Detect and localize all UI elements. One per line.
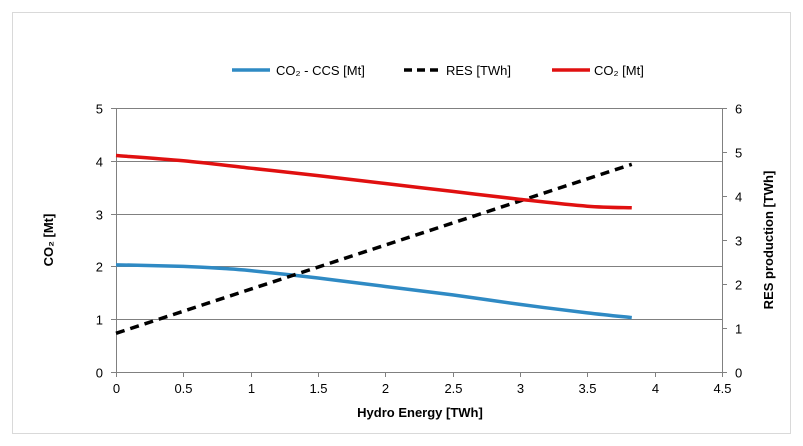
axes	[111, 108, 727, 377]
x-tick-label: 3.5	[578, 381, 596, 396]
x-tick-label: 4.5	[713, 381, 731, 396]
x-tick-label: 1	[248, 381, 255, 396]
y-right-tick-label: 1	[735, 322, 742, 337]
y-axis-left-title: CO₂ [Mt]	[41, 214, 56, 267]
y-left-tick-label: 1	[96, 313, 103, 328]
x-axis-title: Hydro Energy [TWh]	[357, 405, 483, 420]
series-lines	[115, 153, 633, 335]
y-left-tick-label: 4	[96, 155, 103, 170]
y-right-tick-label: 3	[735, 234, 742, 249]
x-tick-label: 2.5	[444, 381, 462, 396]
y-left-tick-label: 0	[96, 366, 103, 381]
legend-label: CO₂ - CCS [Mt]	[276, 63, 365, 78]
y-right-tick-label: 4	[735, 190, 742, 205]
x-tick-label: 0	[113, 381, 120, 396]
x-tick-label: 0.5	[174, 381, 192, 396]
legend: CO₂ - CCS [Mt] RES [TWh] CO₂ [Mt]	[232, 63, 644, 78]
chart-frame	[12, 12, 791, 434]
y-right-tick-label: 2	[735, 278, 742, 293]
x-tick-label: 4	[652, 381, 659, 396]
legend-label: RES [TWh]	[446, 63, 511, 78]
y-left-tick-label: 2	[96, 260, 103, 275]
x-tick-label: 3	[517, 381, 524, 396]
y-right-tick-label: 0	[735, 366, 742, 381]
y-right-tick-label: 5	[735, 146, 742, 161]
tick-labels: 0 0.5 1 1.5 2 2.5 3 3.5 4 4.5 0 1 2 3 4 5 0 1 2 3 4 5 6	[96, 102, 742, 397]
y-left-tick-label: 5	[96, 102, 103, 117]
series-line-co2-ccs	[115, 263, 632, 320]
gridlines	[116, 108, 722, 320]
y-left-tick-label: 3	[96, 208, 103, 223]
x-tick-label: 1.5	[309, 381, 327, 396]
legend-label: CO₂ [Mt]	[594, 63, 644, 78]
series-line-co2	[115, 153, 632, 210]
series-line-res	[115, 162, 633, 335]
y-axis-right-title: RES production [TWh]	[761, 171, 776, 310]
x-tick-label: 2	[382, 381, 389, 396]
y-right-tick-label: 6	[735, 102, 742, 117]
